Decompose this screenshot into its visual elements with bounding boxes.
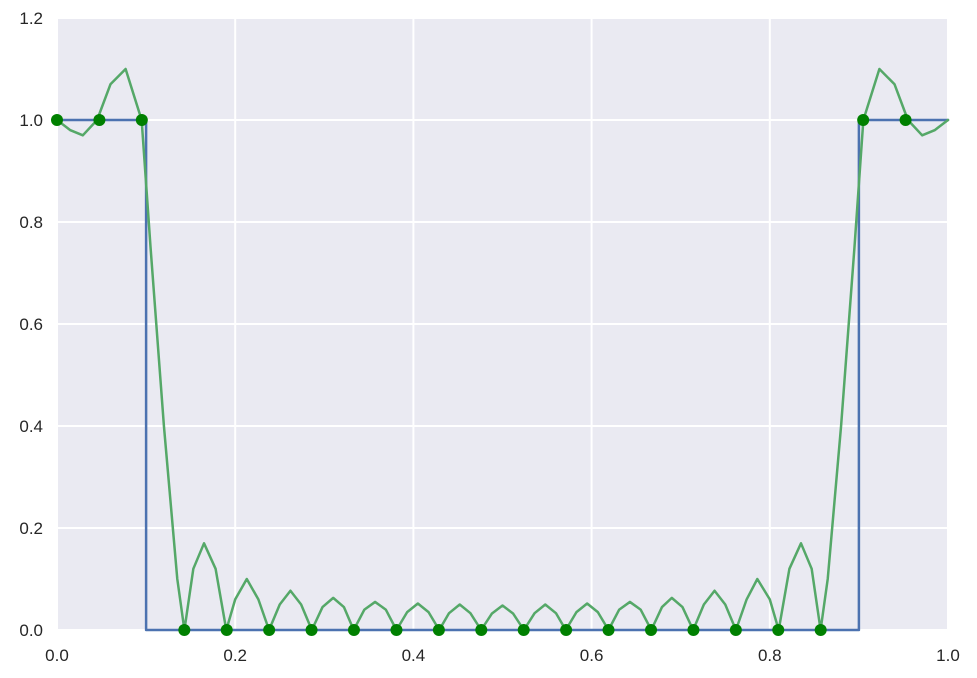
sample-point xyxy=(51,114,63,126)
y-tick-label: 0.0 xyxy=(19,621,43,640)
sample-point xyxy=(263,624,276,636)
sample-point xyxy=(602,624,615,636)
sample-point xyxy=(560,624,573,636)
x-tick-label: 0.4 xyxy=(402,646,426,665)
sample-point xyxy=(857,114,870,126)
sample-point xyxy=(178,624,191,636)
y-tick-label: 1.0 xyxy=(19,111,43,130)
x-tick-label: 0.8 xyxy=(758,646,782,665)
sample-markers xyxy=(51,114,912,636)
step-series-line xyxy=(55,118,950,632)
sample-point xyxy=(135,114,148,126)
sample-point xyxy=(220,624,233,636)
sample-point xyxy=(729,624,742,636)
sample-point xyxy=(475,624,488,636)
gridlines xyxy=(56,17,949,631)
sample-point xyxy=(390,624,403,636)
sample-point xyxy=(814,624,827,636)
y-tick-label: 1.2 xyxy=(19,9,43,28)
sample-point xyxy=(687,624,700,636)
sample-point xyxy=(93,114,106,126)
y-tick-label: 0.6 xyxy=(19,315,43,334)
x-tick-label: 0.2 xyxy=(223,646,247,665)
x-tick-label: 1.0 xyxy=(936,646,960,665)
series-layer xyxy=(55,67,950,632)
x-tick-label: 0.0 xyxy=(45,646,69,665)
sample-point xyxy=(899,114,912,126)
sample-point xyxy=(645,624,658,636)
y-tick-label: 0.4 xyxy=(19,417,43,436)
sample-point xyxy=(772,624,785,636)
sample-point xyxy=(305,624,318,636)
sample-point xyxy=(517,624,530,636)
axis-tick-labels: 0.0 0.2 0.4 0.6 0.8 1.0 0.0 0.2 0.4 0.6 0.8 1.0 1.2 xyxy=(19,9,959,665)
interpolant-series-line xyxy=(55,67,950,632)
y-tick-label: 0.2 xyxy=(19,519,43,538)
x-tick-label: 0.6 xyxy=(580,646,604,665)
y-tick-label: 0.8 xyxy=(19,213,43,232)
sample-point xyxy=(432,624,445,636)
sample-point xyxy=(347,624,360,636)
